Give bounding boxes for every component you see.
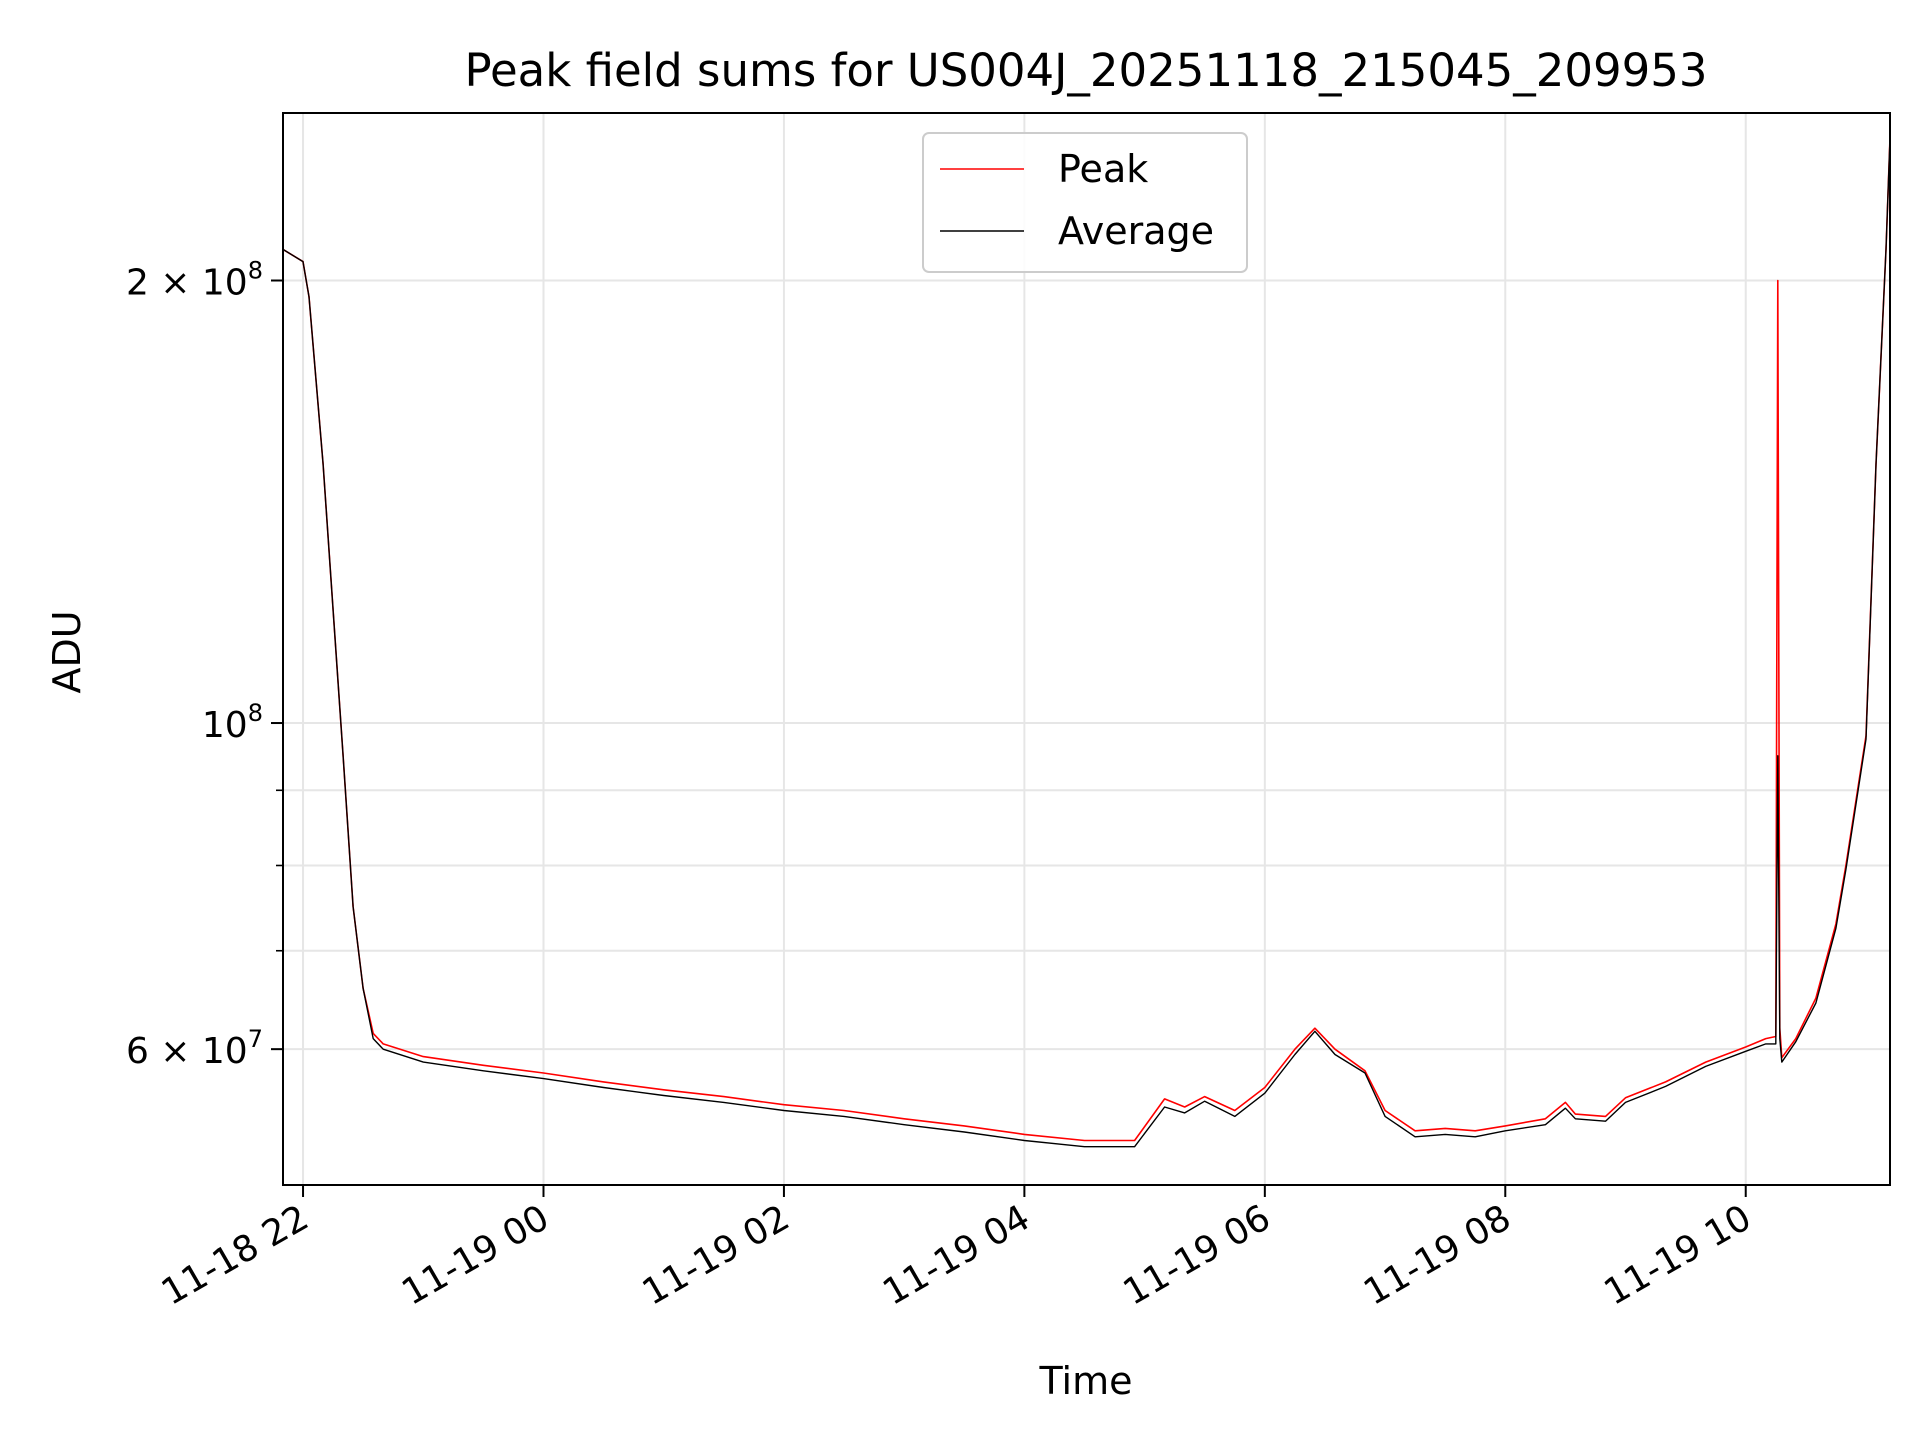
legend-box — [922, 132, 1248, 273]
y-tick-mantissa: 6 — [126, 1031, 149, 1072]
series-line-peak — [282, 137, 1891, 1142]
grid — [283, 113, 1890, 1185]
legend-label-peak: Peak — [1058, 147, 1148, 191]
y-tick-exponent: 8 — [248, 699, 263, 727]
x-tick-label: 11-19 08 — [1357, 1197, 1518, 1313]
x-tick-label: 11-19 06 — [1117, 1197, 1278, 1313]
x-tick-label: 11-18 22 — [155, 1197, 316, 1313]
y-tick-times: × — [149, 1031, 202, 1072]
x-tick-label: 11-19 00 — [395, 1197, 556, 1313]
y-tick-label: 2 × 108 — [126, 257, 263, 304]
series-line-average — [282, 137, 1891, 1148]
x-tick-label: 11-19 02 — [636, 1197, 797, 1313]
x-tick-label: 11-19 04 — [876, 1197, 1037, 1313]
y-axis-title: ADU — [45, 610, 89, 693]
x-tick-label: 11-19 10 — [1598, 1197, 1759, 1313]
legend-label-average: Average — [1058, 209, 1214, 253]
legend: Peak Average — [922, 132, 1248, 273]
y-tick-label: 6 × 107 — [126, 1025, 263, 1072]
plot-area — [282, 137, 1891, 1148]
chart-title: Peak field sums for US004J_20251118_2150… — [464, 44, 1707, 97]
y-tick-base: 10 — [202, 705, 248, 746]
y-tick-mantissa: 2 — [126, 263, 149, 304]
x-axis-title: Time — [1039, 1359, 1133, 1403]
y-tick-label: 108 — [202, 699, 263, 746]
plot-frame — [282, 112, 1891, 1186]
y-tick-base: 10 — [202, 1031, 248, 1072]
y-tick-exponent: 8 — [248, 257, 263, 285]
x-axis: 11-18 22 11-19 00 11-19 02 11-19 04 11-19 06… — [155, 1185, 1758, 1314]
y-tick-times: × — [149, 263, 202, 304]
y-tick-exponent: 7 — [248, 1025, 263, 1053]
y-tick-base: 10 — [202, 263, 248, 304]
